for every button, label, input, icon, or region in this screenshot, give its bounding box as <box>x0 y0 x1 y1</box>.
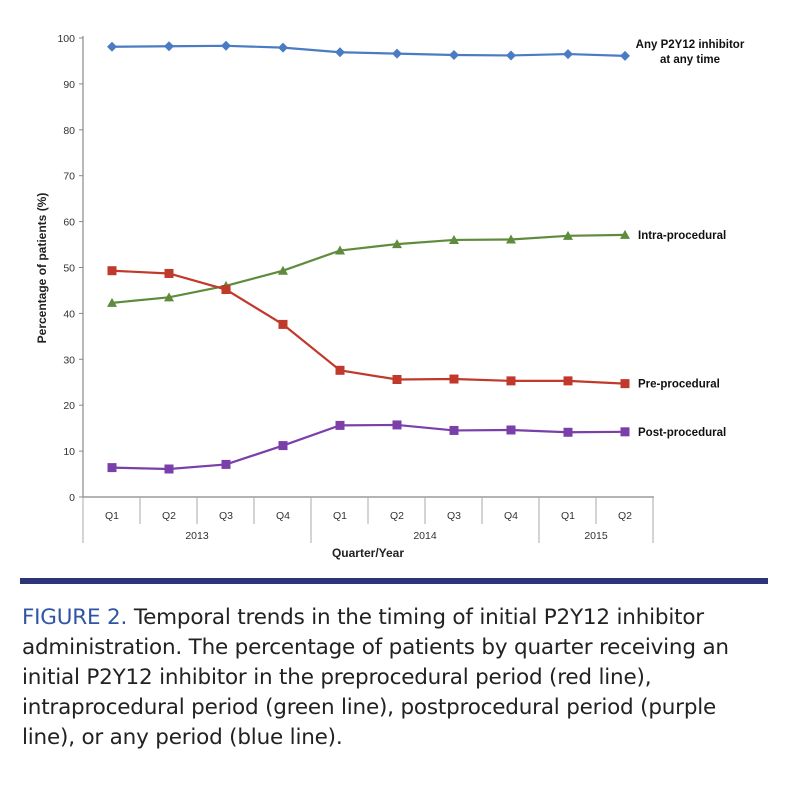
data-point-triangle <box>335 245 345 255</box>
series-line-2 <box>111 269 626 385</box>
data-point-square <box>392 420 402 430</box>
series-line-0 <box>111 44 626 58</box>
y-tick-label: 50 <box>63 263 75 275</box>
x-tick-label: Q4 <box>276 510 290 522</box>
x-tick-label: Q1 <box>333 510 347 522</box>
data-point-square <box>221 459 231 469</box>
data-point-diamond <box>164 41 174 52</box>
series-line-1 <box>111 233 626 304</box>
data-point-diamond <box>506 50 516 61</box>
figure-label: FIGURE 2. <box>22 605 128 630</box>
data-point-square <box>449 425 459 435</box>
data-point-triangle <box>449 234 459 244</box>
data-point-square <box>278 319 288 329</box>
x-tick-label: Q2 <box>162 510 176 522</box>
series-label: at any time <box>660 54 720 66</box>
y-tick-label: 10 <box>63 446 75 458</box>
y-tick-label: 80 <box>63 125 75 137</box>
data-point-diamond <box>335 47 345 58</box>
x-tick-label: Q2 <box>390 510 404 522</box>
y-tick-label: 70 <box>63 171 75 183</box>
x-tick-label: Q4 <box>504 510 518 522</box>
series-line-3 <box>111 423 626 471</box>
data-point-square <box>563 427 573 437</box>
series-label: Post-procedural <box>638 427 726 439</box>
y-tick-label: 40 <box>63 308 75 320</box>
y-tick-label: 30 <box>63 354 75 366</box>
data-point-square <box>335 365 345 375</box>
data-point-diamond <box>278 42 288 53</box>
series-label: Any P2Y12 inhibitor <box>636 39 745 51</box>
data-point-square <box>620 379 630 389</box>
x-tick-label: Q2 <box>618 510 632 522</box>
year-label: 2013 <box>185 530 209 542</box>
data-point-square <box>107 266 117 276</box>
data-point-diamond <box>620 50 630 61</box>
y-tick-label: 0 <box>69 492 75 504</box>
data-point-diamond <box>449 49 459 60</box>
x-axis-title: Quarter/Year <box>332 546 404 560</box>
data-point-triangle <box>563 230 573 240</box>
data-point-diamond <box>221 40 231 51</box>
year-label: 2015 <box>584 530 608 542</box>
y-tick-label: 20 <box>63 400 75 412</box>
data-point-square <box>620 427 630 437</box>
caption-divider <box>20 578 768 584</box>
data-point-square <box>164 268 174 278</box>
data-point-triangle <box>164 292 174 302</box>
data-point-diamond <box>563 49 573 60</box>
data-point-square <box>563 376 573 386</box>
x-tick-label: Q1 <box>105 510 119 522</box>
series-label: Pre-procedural <box>638 379 720 391</box>
y-tick-label: 60 <box>63 217 75 229</box>
x-tick-label: Q3 <box>447 510 461 522</box>
series-label: Intra-procedural <box>638 230 726 242</box>
x-tick-label: Q1 <box>561 510 575 522</box>
x-tick-label: Q3 <box>219 510 233 522</box>
line-chart: 0 10 20 30 40 50 60 70 80 90 100 Q1 Q2 Q3 Q4 Q1 Q2 Q3 Q4 Q1… <box>35 33 745 560</box>
data-point-square <box>335 420 345 430</box>
y-tick-label: 100 <box>57 33 75 45</box>
data-point-square <box>392 374 402 384</box>
caption-text: Temporal trends in the timing of initial… <box>22 605 729 750</box>
data-point-triangle <box>392 239 402 249</box>
year-label: 2014 <box>413 530 437 542</box>
data-point-square <box>278 441 288 451</box>
data-point-square <box>506 425 516 435</box>
data-point-triangle <box>278 265 288 275</box>
data-point-diamond <box>107 41 117 52</box>
data-point-square <box>164 464 174 474</box>
y-tick-label: 90 <box>63 79 75 91</box>
data-point-square <box>506 376 516 386</box>
data-point-triangle <box>107 297 117 307</box>
data-point-diamond <box>392 48 402 59</box>
y-axis-title: Percentage of patients (%) <box>35 193 49 344</box>
data-point-square <box>107 463 117 473</box>
data-point-square <box>221 285 231 295</box>
figure-caption: FIGURE 2. Temporal trends in the timing … <box>22 603 772 753</box>
data-point-square <box>449 374 459 384</box>
data-point-triangle <box>620 229 630 239</box>
data-point-triangle <box>506 234 516 244</box>
